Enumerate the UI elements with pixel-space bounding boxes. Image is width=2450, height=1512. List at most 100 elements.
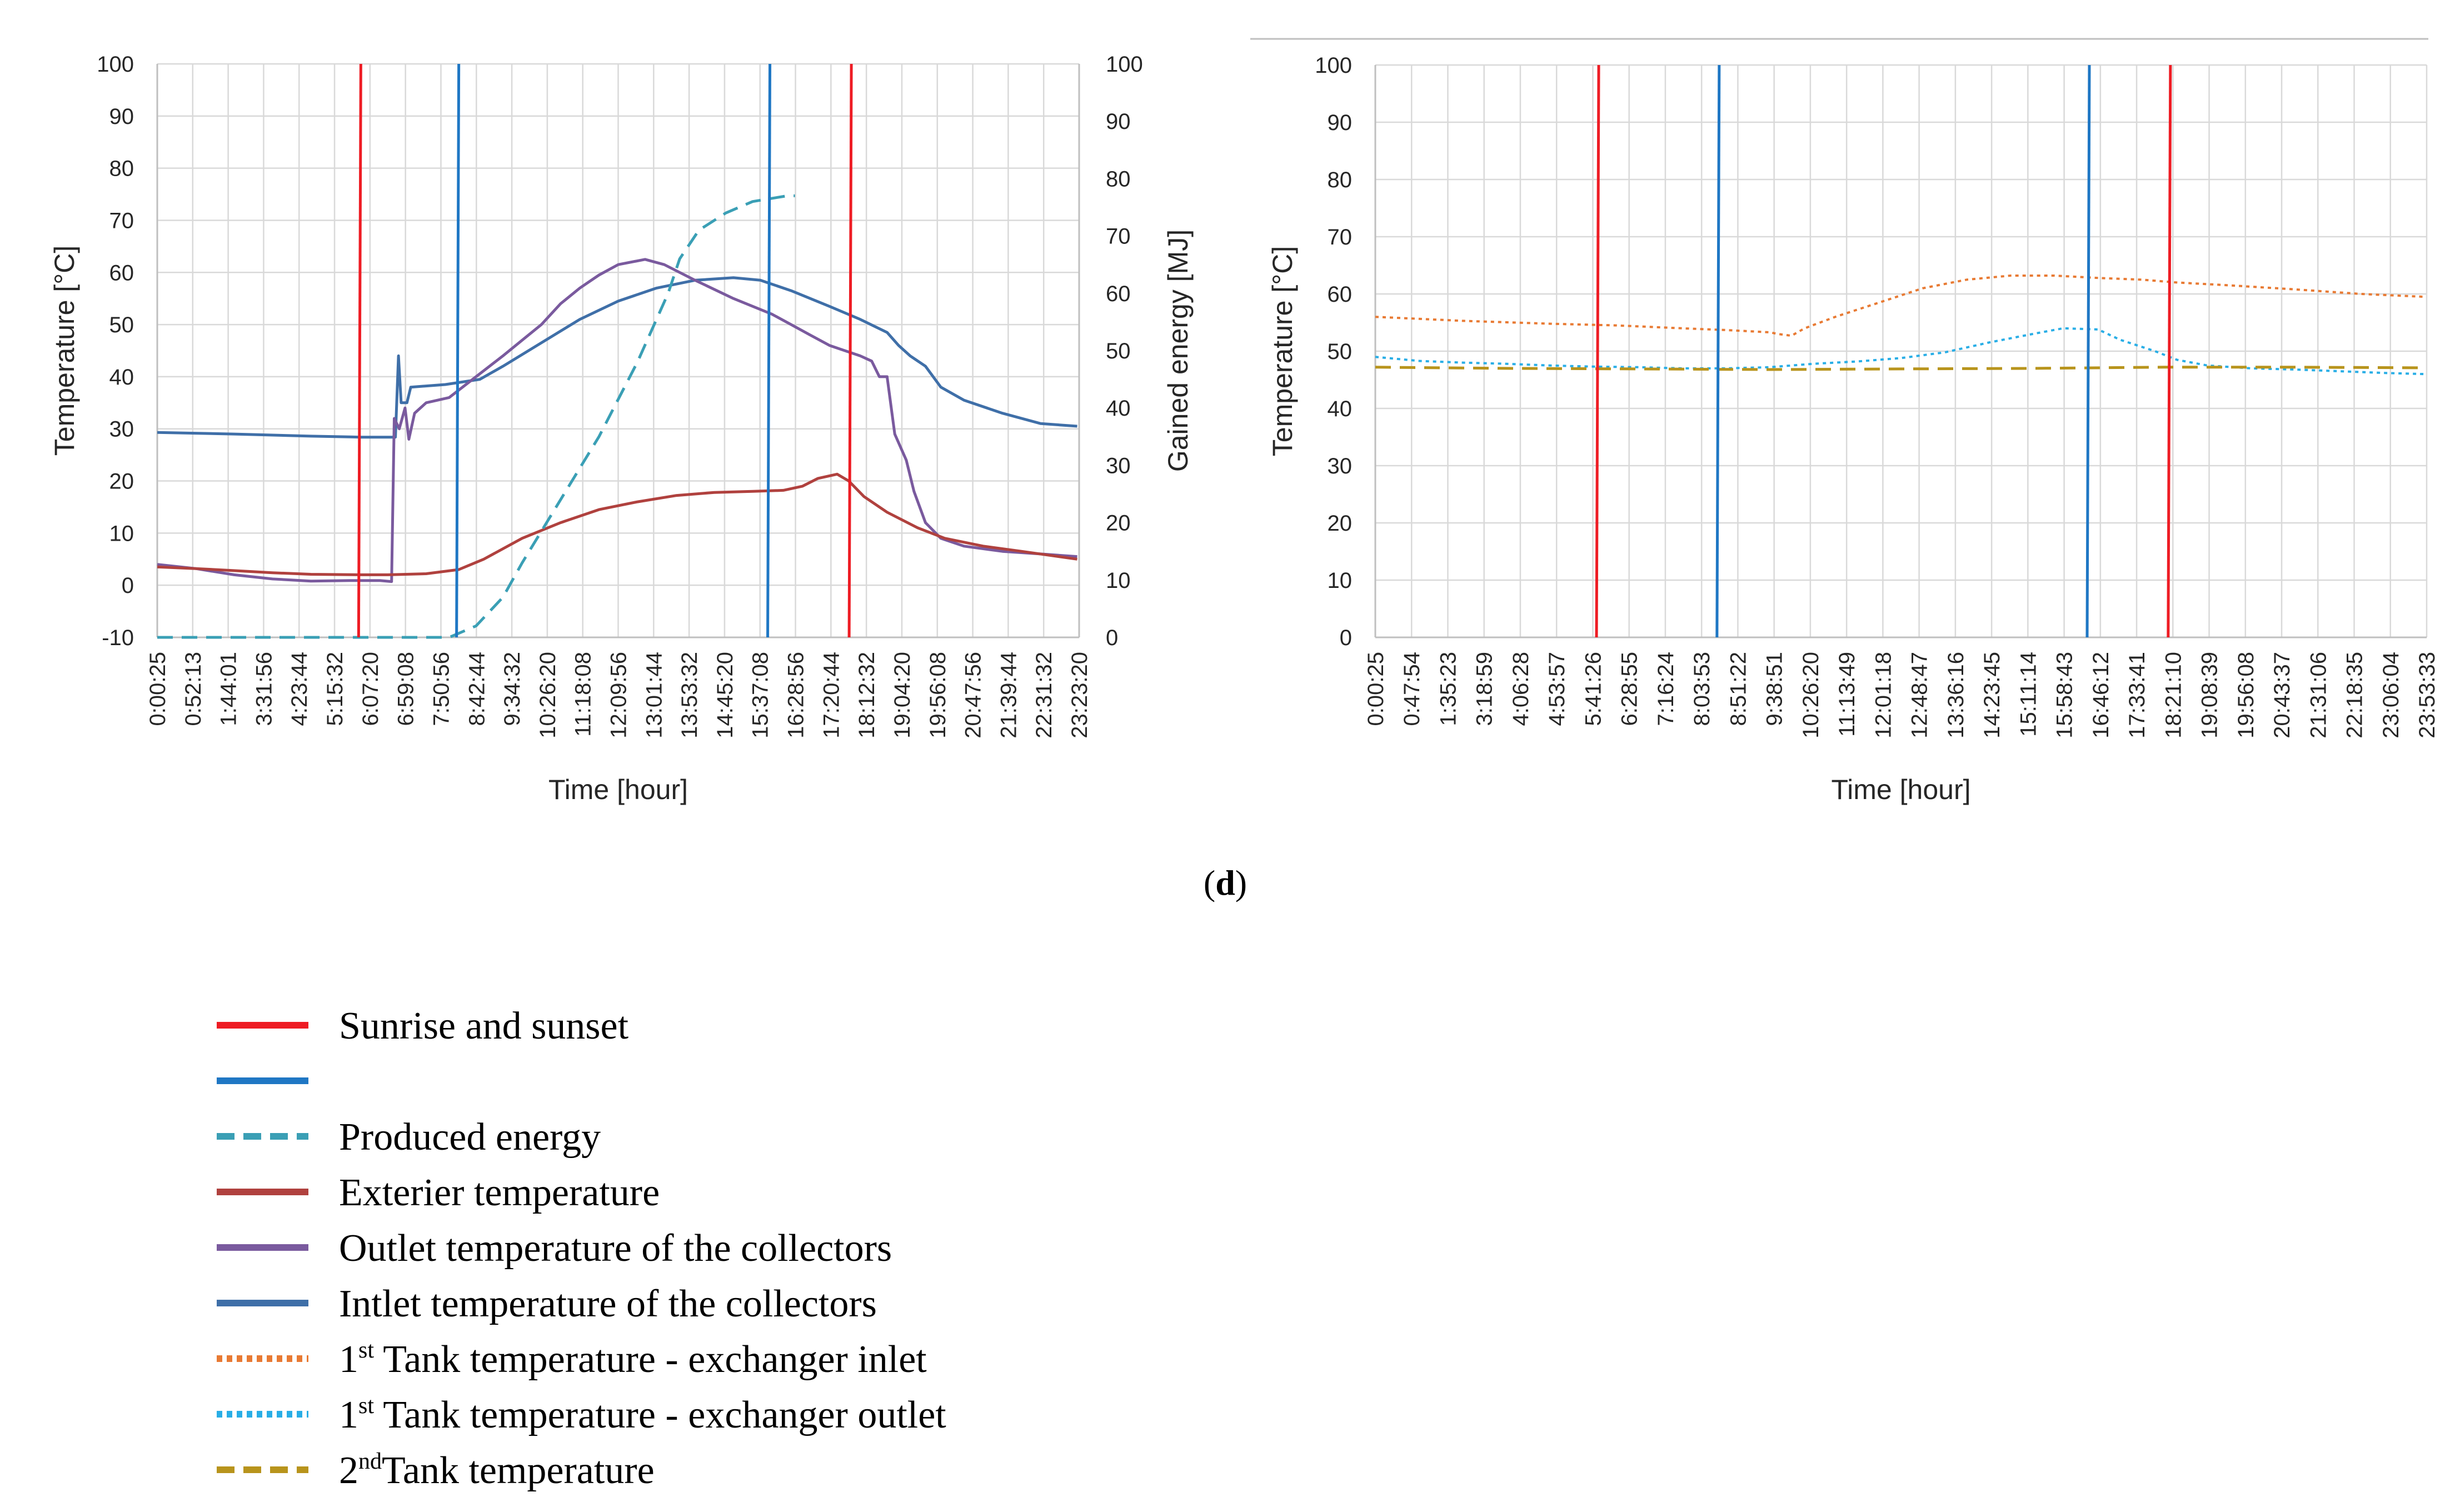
- y2-tick-label: 40: [1106, 396, 1131, 421]
- y2-tick-label: 80: [1106, 167, 1131, 191]
- y-axis-title: Temperature [°C]: [49, 246, 80, 456]
- x-tick-label: 4:53:57: [1545, 652, 1569, 726]
- x-tick-label: 14:23:45: [1980, 652, 2004, 738]
- legend-label-sun: Sunrise and sunset: [339, 1005, 629, 1047]
- y-tick-label: 80: [109, 157, 134, 181]
- series-line-outlet: [157, 258, 1077, 583]
- legend-label-tank1_inlet: 1st Tank temperature - exchanger inlet: [339, 1338, 927, 1381]
- y-tick-label: 90: [1328, 111, 1353, 135]
- x-tick-label: 8:42:44: [465, 652, 489, 726]
- legend-label-exterior: Exterier temperature: [339, 1171, 660, 1214]
- x-tick-label: 12:48:47: [1908, 652, 1932, 738]
- x-tick-label: 7:16:24: [1654, 652, 1678, 726]
- x-tick-label: 9:38:51: [1763, 652, 1787, 726]
- series-line-tank1_inlet: [1375, 275, 2425, 337]
- y-tick-label: 30: [109, 417, 134, 442]
- y-tick-label: 80: [1328, 168, 1353, 192]
- y-tick-label: 60: [109, 261, 134, 285]
- series-line-tank2: [1375, 366, 2425, 371]
- y2-tick-label: 90: [1106, 109, 1131, 134]
- y-tick-label: 90: [109, 104, 134, 129]
- y-tick-label: 30: [1328, 454, 1353, 478]
- x-tick-label: 7:50:56: [429, 652, 453, 726]
- legend-label-tank1_outlet: 1st Tank temperature - exchanger outlet: [339, 1393, 946, 1436]
- y2-tick-label: 0: [1106, 626, 1118, 650]
- legend-label-sup: nd: [358, 1449, 382, 1474]
- x-tick-label: 16:28:56: [784, 652, 809, 738]
- y-axis-title: Temperature [°C]: [1267, 246, 1298, 456]
- x-tick-label: 23:53:33: [2415, 652, 2439, 738]
- x-tick-label: 4:23:44: [287, 652, 312, 726]
- y2-tick-label: 100: [1106, 52, 1143, 77]
- x-tick-label: 15:58:43: [2053, 652, 2077, 738]
- x-tick-label: 14:45:20: [713, 652, 737, 738]
- y-tick-label: 0: [1340, 626, 1352, 650]
- legend-label-produced: Produced energy: [339, 1116, 601, 1159]
- x-tick-label: 9:34:32: [500, 652, 525, 726]
- x-tick-label: 20:43:37: [2270, 652, 2294, 738]
- y2-tick-label: 10: [1106, 568, 1131, 593]
- x-tick-label: 15:11:14: [2016, 652, 2040, 737]
- legend-label-sup: st: [358, 1393, 374, 1419]
- legend-label-inlet: Intlet temperature of the collectors: [339, 1283, 877, 1325]
- x-tick-label: 0:00:25: [146, 652, 170, 726]
- x-tick-label: 17:20:44: [819, 652, 844, 738]
- x-tick-label: 19:04:20: [890, 652, 915, 738]
- marker-light-start: [1715, 64, 1721, 638]
- x-tick-label: 13:36:16: [1944, 652, 1968, 738]
- x-tick-label: 12:09:56: [607, 652, 631, 738]
- x-tick-label: 10:26:20: [1799, 652, 1823, 738]
- y-tick-label: 10: [109, 521, 134, 546]
- marker-light-start: [455, 63, 461, 638]
- marker-sunset: [847, 63, 853, 638]
- y-tick-label: 100: [1315, 53, 1352, 78]
- x-tick-label: 0:00:25: [1364, 652, 1388, 726]
- panel-label-open: (: [1204, 863, 1215, 902]
- y-tick-label: 0: [122, 573, 134, 598]
- y-tick-label: -10: [102, 626, 134, 650]
- x-tick-label: 19:56:08: [2234, 652, 2258, 738]
- x-tick-label: 10:26:20: [536, 652, 560, 738]
- x-tick-label: 20:47:56: [961, 652, 986, 738]
- legend-label-text: Tank temperature - exchanger outlet: [374, 1394, 946, 1436]
- y-tick-label: 50: [109, 313, 134, 337]
- panel-label-close: ): [1235, 863, 1247, 902]
- marker-light-end: [766, 63, 772, 638]
- x-tick-label: 21:31:06: [2306, 652, 2331, 738]
- y-tick-label: 70: [109, 208, 134, 233]
- x-tick-label: 18:21:10: [2161, 652, 2185, 738]
- x-tick-label: 6:07:20: [358, 652, 383, 726]
- y2-tick-label: 50: [1106, 339, 1131, 363]
- x-tick-label: 8:03:53: [1690, 652, 1714, 726]
- x-tick-label: 1:44:01: [217, 652, 241, 726]
- x-axis-title: Time [hour]: [548, 774, 688, 805]
- y2-tick-label: 30: [1106, 453, 1131, 478]
- x-tick-label: 18:12:32: [855, 652, 879, 738]
- y-tick-label: 20: [1328, 511, 1353, 536]
- marker-light-end: [2085, 64, 2091, 638]
- y-tick-label: 20: [109, 470, 134, 494]
- marker-sunrise: [357, 63, 362, 638]
- x-tick-label: 19:08:39: [2198, 652, 2222, 738]
- y-tick-label: 10: [1328, 568, 1353, 593]
- x-tick-label: 3:18:59: [1473, 652, 1497, 726]
- legend-label-outlet: Outlet temperature of the collectors: [339, 1227, 892, 1270]
- x-tick-label: 15:37:08: [749, 652, 773, 738]
- x-tick-label: 22:18:35: [2343, 652, 2367, 738]
- legend-label-text: Tank temperature - exchanger inlet: [374, 1338, 927, 1381]
- x-tick-label: 21:39:44: [996, 652, 1021, 738]
- y-tick-label: 50: [1328, 340, 1353, 364]
- marker-sunset: [2167, 64, 2172, 638]
- x-tick-label: 6:59:08: [394, 652, 418, 726]
- x-axis-title: Time [hour]: [1831, 774, 1970, 805]
- x-tick-label: 13:01:44: [642, 652, 666, 738]
- series-line-exterior: [157, 472, 1077, 576]
- x-tick-label: 1:35:23: [1436, 652, 1460, 726]
- legend: Sunrise and sunset Produced energy Exterie…: [217, 1005, 946, 1492]
- y-tick-label: 40: [109, 365, 134, 390]
- legend-label-sup: st: [358, 1338, 374, 1363]
- x-tick-label: 0:52:13: [181, 652, 206, 726]
- y2-tick-label: 70: [1106, 224, 1131, 249]
